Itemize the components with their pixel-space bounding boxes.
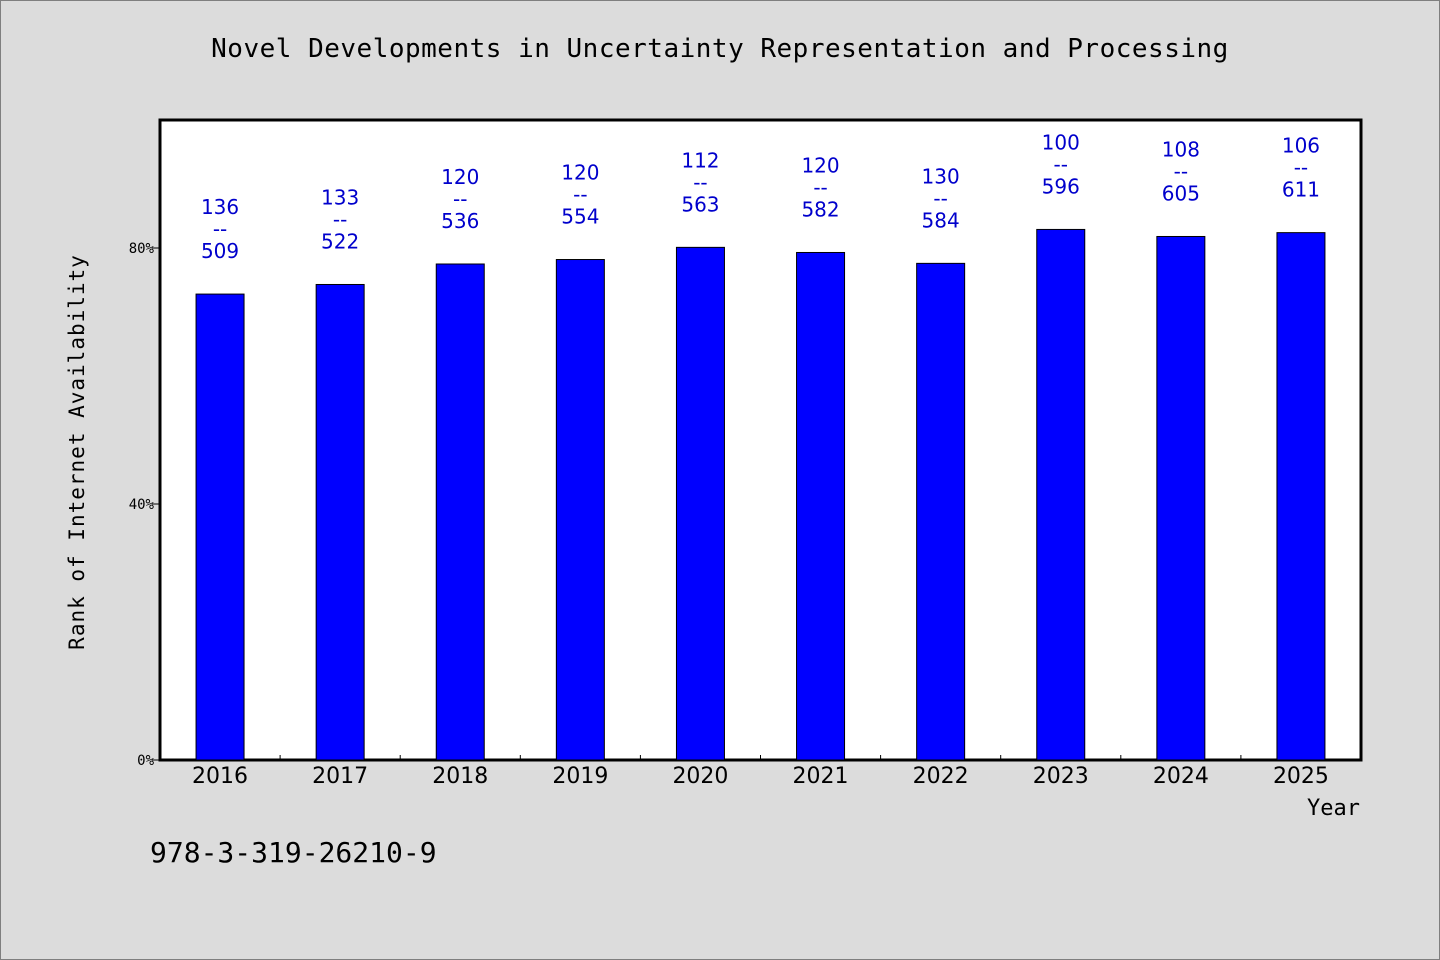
bar-data-label-2025: 106 --611 xyxy=(1282,134,1320,202)
bars-group xyxy=(195,228,1326,761)
bar-data-label-line: 582 xyxy=(801,197,839,221)
y-tick-label: 0% xyxy=(137,753,154,769)
x-axis-label: Year xyxy=(1307,796,1360,821)
bar-2020 xyxy=(675,246,725,761)
bar-data-label-2020: 112 --563 xyxy=(681,148,719,216)
chart-title: Novel Developments in Uncertainty Repres… xyxy=(211,34,1229,64)
bar-data-label-line: 522 xyxy=(321,229,359,253)
bar-2025 xyxy=(1276,232,1326,761)
x-tick-label-2016: 2016 xyxy=(192,764,248,789)
x-tick-label-2020: 2020 xyxy=(672,764,728,789)
isbn-label: 978-3-319-26210-9 xyxy=(150,836,437,869)
bar-data-label-line: 554 xyxy=(561,205,599,229)
bar-data-label-line: 106 xyxy=(1282,134,1320,158)
bar-data-label-line: 584 xyxy=(922,208,960,232)
bar-data-label-2018: 120 --536 xyxy=(441,165,479,233)
bar-2019 xyxy=(555,259,605,761)
y-axis-label: Rank of Internet Availability xyxy=(65,254,89,650)
y-axis-ticks: 0% 40% 80% xyxy=(129,241,160,769)
bar-data-label-line: 596 xyxy=(1042,174,1080,198)
bar-data-label-line: 536 xyxy=(441,209,479,233)
bar-2017 xyxy=(315,283,365,761)
bar-data-label-line: -- xyxy=(453,187,467,211)
bar-2022 xyxy=(916,262,966,761)
bar-data-label-line: -- xyxy=(813,175,827,199)
bar-data-label-line: 120 xyxy=(801,153,839,177)
bar-2016 xyxy=(195,293,245,761)
bar-data-label-line: -- xyxy=(573,183,587,207)
x-tick-label-2023: 2023 xyxy=(1033,764,1089,789)
bar-data-label-line: -- xyxy=(1294,156,1308,180)
y-tick-label: 40% xyxy=(129,497,155,513)
bar-data-label-line: -- xyxy=(933,186,947,210)
bar-data-label-line: 130 xyxy=(922,164,960,188)
bar-data-label-line: 563 xyxy=(681,192,719,216)
x-tick-label-2021: 2021 xyxy=(793,764,849,789)
bar-data-label-line: -- xyxy=(1174,159,1188,183)
x-tick-label-2022: 2022 xyxy=(913,764,969,789)
bar-2018 xyxy=(435,263,485,761)
bar-data-label-line: 112 xyxy=(681,148,719,172)
bar-data-label-line: -- xyxy=(333,207,347,231)
bar-data-label-line: 100 xyxy=(1042,130,1080,154)
x-tick-label-2019: 2019 xyxy=(552,764,608,789)
bar-data-label-2023: 100 --596 xyxy=(1042,130,1080,198)
bar-data-label-2022: 130 --584 xyxy=(922,164,960,232)
bar-data-label-line: 120 xyxy=(561,161,599,185)
x-tick-label-2024: 2024 xyxy=(1153,764,1209,789)
bar-data-label-line: 108 xyxy=(1162,137,1200,161)
bar-data-label-line: -- xyxy=(1054,152,1068,176)
bar-2021 xyxy=(796,251,846,761)
bar-data-label-line: -- xyxy=(693,170,707,194)
bar-data-label-2017: 133 --522 xyxy=(321,185,359,253)
y-tick-label: 80% xyxy=(129,241,155,257)
bar-data-label-line: 136 xyxy=(201,195,239,219)
bar-data-label-line: 509 xyxy=(201,239,239,263)
bar-data-label-2024: 108 --605 xyxy=(1162,137,1200,205)
bar-data-label-2019: 120 --554 xyxy=(561,161,599,229)
bar-data-label-line: 611 xyxy=(1282,178,1320,202)
bar-data-label-line: 605 xyxy=(1162,181,1200,205)
x-tick-label-2018: 2018 xyxy=(432,764,488,789)
bar-data-label-2021: 120 --582 xyxy=(801,153,839,221)
x-tick-label-2025: 2025 xyxy=(1273,764,1329,789)
x-axis-ticks: 2016 2017 2018 2019 2020 2021 2022 2023 2024 2025 xyxy=(192,755,1329,789)
bar-data-label-line: -- xyxy=(213,217,227,241)
bar-data-label-line: 120 xyxy=(441,165,479,189)
x-tick-label-2017: 2017 xyxy=(312,764,368,789)
bar-data-label-2016: 136 --509 xyxy=(201,195,239,263)
bar-data-label-line: 133 xyxy=(321,185,359,209)
bar-2023 xyxy=(1036,228,1086,761)
bar-2024 xyxy=(1156,235,1206,761)
